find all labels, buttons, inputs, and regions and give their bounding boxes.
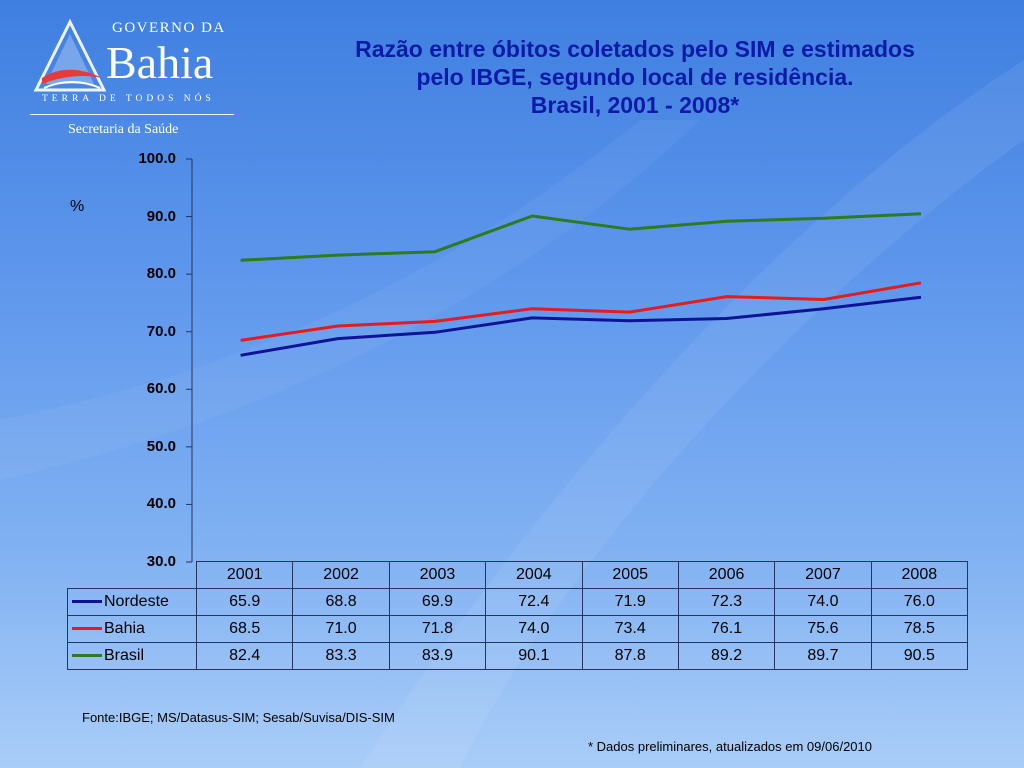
table-cell: 72.3 [677,588,776,616]
series-line-nordeste [240,295,922,357]
legend-brasil-label: Brasil [104,647,145,664]
bahia-logo-mark-icon [33,18,107,92]
table-header-cell: 2004 [485,561,583,589]
logo-tagline-text: TERRA DE TODOS NÓS [42,94,215,104]
source-note: Fonte:IBGE; MS/Datasus-SIM; Sesab/Suvisa… [82,710,395,725]
y-tick-label: 50.0 [146,437,176,455]
table-cell: 87.8 [581,642,679,670]
y-tick-label: 100.0 [138,150,176,167]
logo-bahia-text: Bahia [106,37,214,88]
y-tick-label: 70.0 [146,322,176,340]
legend-brasil: Brasil [67,642,197,670]
governo-bahia-logo: GOVERNO DA Bahia TERRA DE TODOS NÓS Secr… [30,14,240,144]
table-row-nordeste: Nordeste 65.9 68.8 69.9 72.4 71.9 72.3 7… [67,588,969,616]
table-cell: 71.9 [581,588,679,616]
table-cell: 71.0 [292,615,390,643]
series-line-brasil [240,212,922,262]
table-header-cell: 2007 [774,561,872,589]
table-cell: 82.4 [195,642,294,670]
y-axis-label: % [70,198,85,215]
table-cell: 74.0 [774,588,872,616]
table-header-cell: 2008 [870,561,969,589]
chart-title: Razão entre óbitos coletados pelo SIM e … [270,35,1000,119]
chart-title-line-3: Brasil, 2001 - 2008* [530,92,740,118]
table-corner-cell [67,561,197,589]
chart-title-line-1: Razão entre óbitos coletados pelo SIM e … [355,36,915,62]
table-cell: 69.9 [388,588,487,616]
legend-nordeste: Nordeste [67,588,197,616]
preliminary-note: * Dados preliminares, atualizados em 09/… [588,739,873,754]
table-cell: 71.8 [388,615,487,643]
table-cell: 72.4 [485,588,583,616]
table-header-cell: 2005 [581,561,679,589]
chart-data-table: 2001 2002 2003 2004 2005 2006 2007 2008 … [67,561,969,670]
logo-divider [30,114,234,115]
table-header-cell: 2002 [292,561,390,589]
table-cell: 74.0 [485,615,583,643]
table-cell: 90.5 [870,642,969,670]
legend-bahia-label: Bahia [104,620,145,637]
logo-governo-text: GOVERNO DA [112,20,226,36]
table-cell: 76.1 [677,615,776,643]
table-cell: 68.8 [292,588,390,616]
table-header-cell: 2003 [388,561,487,589]
logo-secretaria-text: Secretaria da Saúde [68,122,179,137]
y-tick-label: 90.0 [146,207,176,225]
table-cell: 76.0 [870,588,969,616]
table-cell: 78.5 [870,615,969,643]
table-header-cell: 2006 [677,561,776,589]
table-cell: 89.7 [774,642,872,670]
table-cell: 65.9 [195,588,294,616]
y-tick-label: 80.0 [146,265,176,283]
series-line-bahia [240,281,922,342]
table-cell: 83.9 [388,642,487,670]
table-cell: 75.6 [774,615,872,643]
table-cell: 73.4 [581,615,679,643]
legend-nordeste-swatch [72,600,102,604]
table-row-bahia: Bahia 68.5 71.0 71.8 74.0 73.4 76.1 75.6… [67,615,969,643]
legend-bahia-swatch [72,627,102,631]
table-cell: 90.1 [485,642,583,670]
y-tick-label: 60.0 [146,380,176,398]
y-tick-label: 40.0 [146,495,176,513]
table-header-cell: 2001 [195,561,294,589]
table-cell: 68.5 [195,615,294,643]
table-cell: 89.2 [677,642,776,670]
chart-title-line-2: pelo IBGE, segundo local de residência. [416,64,854,90]
table-row-brasil: Brasil 82.4 83.3 83.9 90.1 87.8 89.2 89.… [67,642,969,670]
table-cell: 83.3 [292,642,390,670]
table-header-row: 2001 2002 2003 2004 2005 2006 2007 2008 [67,561,969,589]
legend-brasil-swatch [72,654,102,658]
legend-nordeste-label: Nordeste [104,593,169,610]
legend-bahia: Bahia [67,615,197,643]
